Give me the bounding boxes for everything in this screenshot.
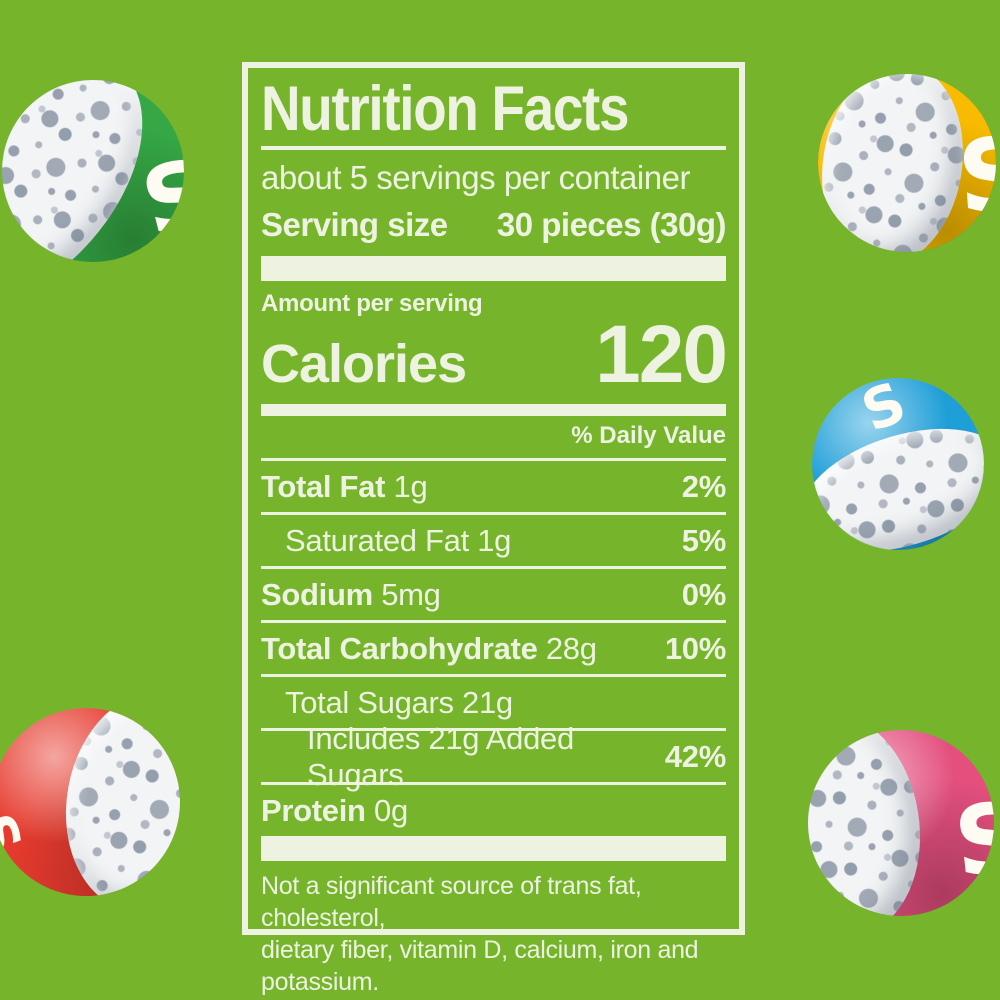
nutrient-amount: 5mg [381, 576, 441, 612]
serving-size-label: Serving size [261, 206, 448, 243]
medium-separator-bar [261, 404, 726, 416]
serving-size-value: 30 pieces (30g) [496, 206, 727, 243]
nutrient-name: Saturated Fat 1g [285, 522, 512, 558]
nutrient-row-total-fat: Total Fat 1g 2% [261, 458, 726, 512]
footnote-line2: dietary fiber, vitamin D, calcium, iron … [261, 936, 699, 996]
nutrient-amount: 28g [545, 630, 597, 666]
nutrient-row-added-sugars: Includes 21g Added Sugars 42% [261, 721, 726, 792]
skittles-s-logo: S [953, 114, 996, 237]
nutrient-rows: Total Fat 1g 2% Saturated Fat 1g 5% Sodi… [261, 458, 726, 836]
calories-value: 120 [595, 309, 728, 400]
serving-size-row: Serving size 30 pieces (30g) [261, 206, 727, 244]
amount-per-serving: Amount per serving [261, 290, 483, 317]
servings-per-container: about 5 servings per container [261, 159, 690, 196]
calories-row: Calories 120 [261, 309, 728, 400]
nutrient-amount: 0g [374, 792, 408, 828]
candy-green-apple: S [2, 80, 184, 262]
nutrient-dv: 2% [681, 468, 727, 504]
footnote-line1: Not a significant source of trans fat, c… [261, 872, 642, 932]
divider [261, 146, 726, 150]
nutrient-name: Total Carbohydrate [261, 630, 538, 666]
nutrient-name: Protein [261, 792, 366, 828]
candy-blue-raspberry: S [812, 378, 984, 550]
nutrient-dv: 42% [664, 738, 726, 774]
calories-label: Calories [261, 334, 467, 394]
nutrient-row-saturated-fat: Saturated Fat 1g 5% [261, 512, 726, 566]
thick-separator-bar [261, 256, 726, 281]
nutrient-row-protein: Protein 0g [261, 782, 726, 836]
nutrient-name: Sodium [261, 576, 373, 612]
nutrient-amount: 1g [393, 468, 428, 504]
thick-separator-bar [261, 836, 726, 861]
nutrient-dv: 5% [681, 522, 727, 558]
nutrient-row-sodium: Sodium 5mg 0% [261, 566, 726, 620]
daily-value-header: % Daily Value [571, 422, 726, 449]
candy-watermelon: S [808, 730, 994, 916]
candy-strawberry: S [0, 708, 180, 896]
nutrient-row-total-carbohydrate: Total Carbohydrate 28g 10% [261, 620, 726, 674]
nutrient-row-total-sugars: Total Sugars 21g [261, 674, 726, 728]
nutrient-name: Total Fat [261, 468, 386, 504]
nutrition-facts-label: Nutrition Facts about 5 servings per con… [242, 62, 745, 996]
footnote: Not a significant source of trans fat, c… [261, 870, 726, 998]
nutrient-name: Total Sugars 21g [285, 684, 513, 720]
nutrient-dv: 10% [664, 630, 726, 666]
label-title: Nutrition Facts [261, 74, 629, 144]
nutrient-name: Includes 21g Added Sugars [307, 720, 574, 792]
candy-lemon: S [818, 74, 996, 252]
nutrient-dv: 0% [681, 576, 727, 612]
